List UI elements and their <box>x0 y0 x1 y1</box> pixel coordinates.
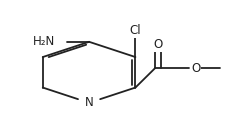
Text: Cl: Cl <box>130 24 141 37</box>
Text: H₂N: H₂N <box>33 35 55 48</box>
Text: N: N <box>85 96 93 109</box>
Text: O: O <box>154 38 163 51</box>
Text: O: O <box>191 62 201 75</box>
